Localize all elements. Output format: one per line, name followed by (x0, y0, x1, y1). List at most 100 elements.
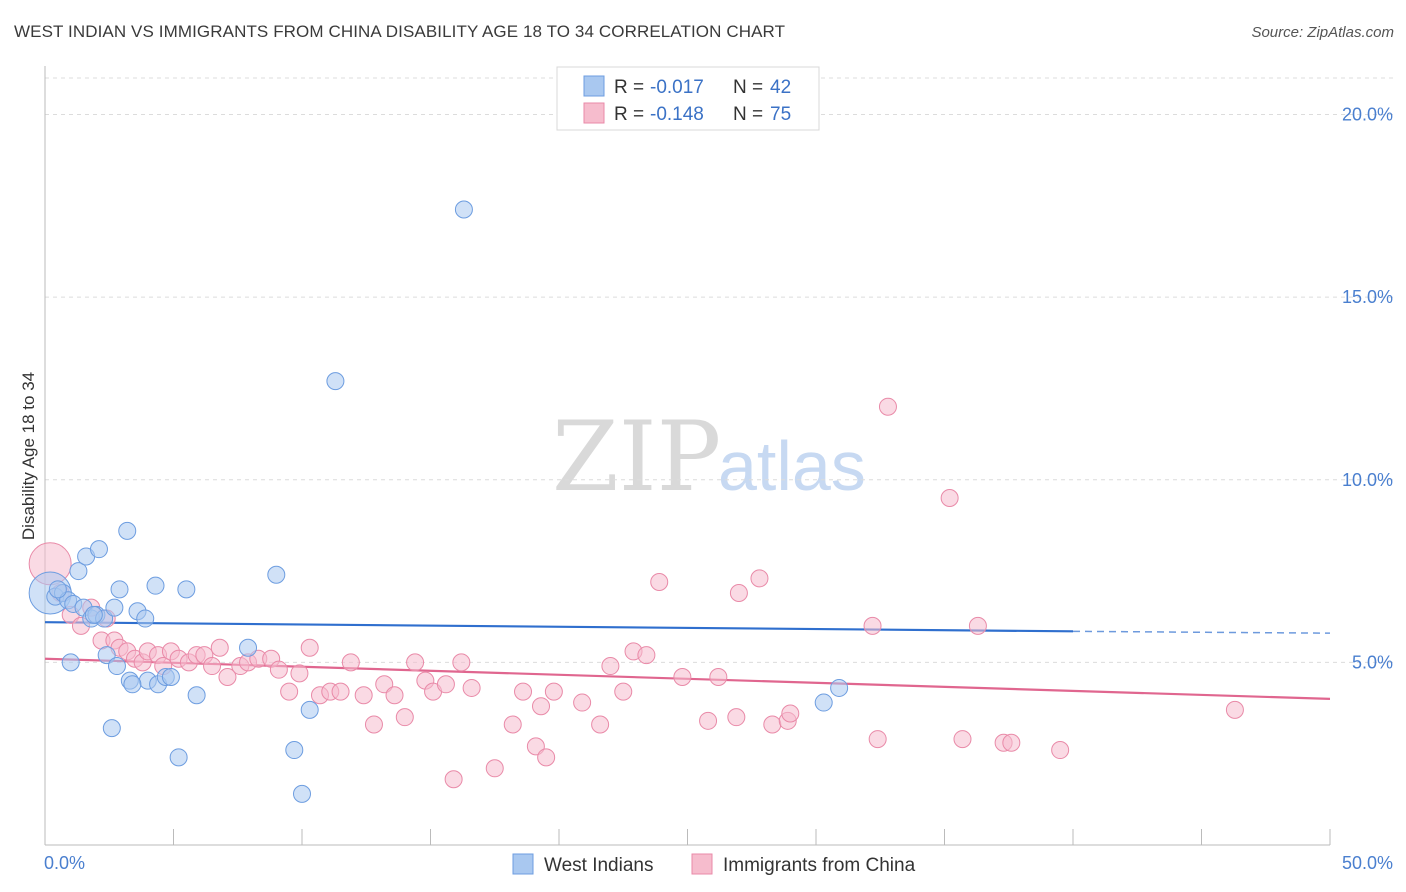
legend-n-label: N = (733, 104, 763, 125)
immigrants-china-point (526, 737, 545, 756)
west-indians-point (107, 657, 126, 676)
immigrants-china-point (395, 708, 414, 727)
legend-r-label: R = (614, 104, 644, 125)
west-indians-point (89, 540, 108, 559)
immigrants-china-point (953, 730, 972, 749)
watermark-zip: ZIP (552, 401, 721, 513)
west-indians-point (187, 686, 206, 705)
west-indians-trendline-extension (1072, 630, 1331, 634)
y-axis-title: Disability Age 18 to 34 (19, 372, 38, 540)
west-indians-point (102, 719, 121, 738)
west-indians-point (123, 675, 142, 694)
tick-labels: 5.0% 10.0% 15.0% 20.0% 0.0% 50.0% (44, 105, 1393, 873)
immigrants-china-point (280, 682, 299, 701)
immigrants-china-point (331, 682, 350, 701)
west-indians-point (830, 678, 849, 697)
legend-label-immigrants-china: Immigrants from China (723, 855, 916, 876)
immigrants-china-point (940, 489, 959, 508)
immigrants-china-point (1225, 700, 1244, 719)
west-indians-point (84, 605, 103, 624)
immigrants-china-point (406, 653, 425, 672)
west-indians-point (285, 741, 304, 760)
immigrants-china-point (968, 616, 987, 635)
gridlines (45, 77, 1393, 663)
immigrants-china-point (699, 711, 718, 730)
west-indians-point (814, 693, 833, 712)
west-indians-point (300, 700, 319, 719)
legend-swatch-immigrants-china (691, 853, 713, 875)
immigrants-china-point (673, 667, 692, 686)
legend-n-label: N = (733, 77, 763, 98)
immigrants-china-point (444, 770, 463, 789)
immigrants-china-point (727, 708, 746, 727)
immigrants-china-point (763, 715, 782, 734)
immigrants-china-point (385, 686, 404, 705)
immigrants-china-point (375, 675, 394, 694)
immigrants-china-point (290, 664, 309, 683)
x-tick-label-left: 0.0% (44, 853, 85, 873)
immigrants-china-point (573, 693, 592, 712)
immigrants-china-point (868, 730, 887, 749)
legend-r-value: -0.017 (650, 77, 704, 98)
immigrants-china-point (203, 657, 222, 676)
west-indians-point (110, 580, 129, 599)
west-indians-point (177, 580, 196, 599)
legend-n-value: 75 (770, 104, 791, 125)
immigrants-china-point (709, 667, 728, 686)
immigrants-china-point (537, 748, 556, 767)
immigrants-china-point (1051, 741, 1070, 760)
legend-r-value: -0.148 (650, 104, 704, 125)
west-indians-point (97, 646, 116, 665)
immigrants-china-point (878, 397, 897, 416)
y-tick-label: 15.0% (1342, 287, 1393, 307)
immigrants-china-point (485, 759, 504, 778)
immigrants-china-point (637, 646, 656, 665)
legend-swatch-west-indians (512, 853, 534, 875)
legend-label-west-indians: West Indians (544, 855, 653, 876)
immigrants-china-point (729, 583, 748, 602)
series-legend: West Indians Immigrants from China (512, 853, 916, 876)
immigrants-china-point (364, 715, 383, 734)
immigrants-china-point (863, 616, 882, 635)
immigrants-china-point (436, 675, 455, 694)
immigrants-china-point (341, 653, 360, 672)
immigrants-china-point (354, 686, 373, 705)
immigrants-china-point (269, 660, 288, 679)
stats-legend: R = -0.017 N = 42 R = -0.148 N = 75 (556, 66, 820, 131)
immigrants-china-point (591, 715, 610, 734)
chart-title: WEST INDIAN VS IMMIGRANTS FROM CHINA DIS… (14, 22, 786, 41)
x-tick-label-right: 50.0% (1342, 853, 1393, 873)
immigrants-china-point (781, 704, 800, 723)
west-indians-point (146, 576, 165, 595)
legend-n-value: 42 (770, 77, 791, 98)
immigrants-china-point (300, 638, 319, 657)
immigrants-china-point (218, 667, 237, 686)
legend-r-label: R = (614, 77, 644, 98)
west-indians-point (161, 667, 180, 686)
west-indians-point (61, 653, 80, 672)
west-indians-point (293, 784, 311, 803)
y-tick-label: 5.0% (1352, 652, 1393, 672)
legend-swatch-blue (583, 75, 605, 97)
watermark-atlas: atlas (718, 427, 866, 505)
source-label: Source: ZipAtlas.com (1251, 24, 1394, 41)
west-indians-point (48, 580, 67, 599)
west-indians-point (267, 565, 286, 584)
west-indians-point (136, 609, 155, 628)
west-indians-point (239, 638, 258, 657)
legend-swatch-pink (583, 102, 605, 124)
immigrants-china-point (462, 678, 481, 697)
immigrants-china-point (544, 682, 563, 701)
y-tick-label: 20.0% (1342, 105, 1393, 125)
west-indians-point (69, 562, 88, 581)
immigrants-china-point (514, 682, 533, 701)
immigrants-china-point (750, 569, 769, 588)
west-indians-point (454, 200, 473, 219)
west-indians-trendline (44, 621, 1074, 633)
immigrants-china-point (210, 638, 229, 657)
immigrants-china-point (614, 682, 633, 701)
y-tick-label: 10.0% (1342, 470, 1393, 490)
west-indians-point (326, 372, 345, 391)
west-indians-point (169, 748, 188, 767)
